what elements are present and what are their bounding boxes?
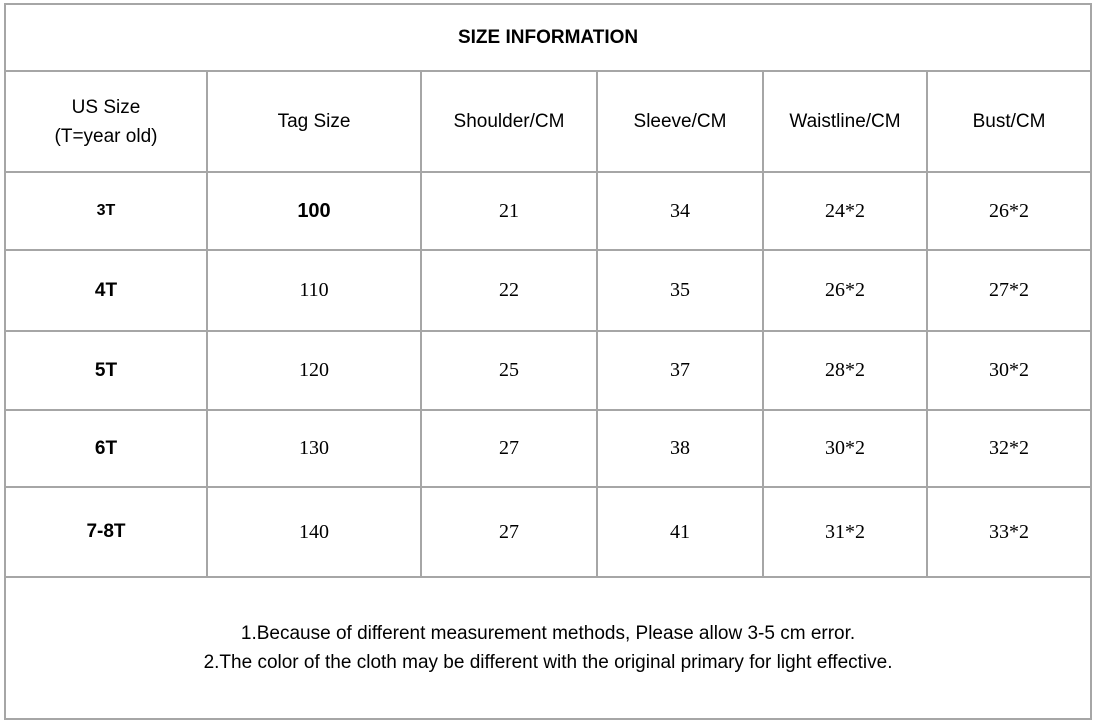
shoulder-cell: 25 — [420, 330, 598, 411]
bust-cell: 26*2 — [925, 171, 1093, 251]
sleeve-cell: 34 — [596, 171, 764, 251]
shoulder-cell: 22 — [420, 249, 598, 332]
table-row: 3T 100 21 34 24*2 26*2 — [4, 171, 1093, 251]
notes: 1.Because of different measurement metho… — [3, 576, 1093, 720]
sleeve-cell: 35 — [596, 249, 764, 332]
us-size-cell: 3T — [4, 171, 208, 251]
header-us-size: US Size (T=year old) — [4, 70, 208, 173]
us-size-cell: 5T — [4, 330, 208, 411]
header-bust: Bust/CM — [925, 70, 1093, 173]
waistline-cell: 26*2 — [762, 249, 928, 332]
tag-size-cell: 110 — [206, 249, 422, 332]
table-title: SIZE INFORMATION — [3, 3, 1093, 72]
header-waistline: Waistline/CM — [762, 70, 928, 173]
us-size-cell: 7-8T — [4, 486, 208, 578]
sleeve-cell: 38 — [596, 409, 764, 488]
shoulder-cell: 27 — [420, 486, 598, 578]
waistline-cell: 24*2 — [762, 171, 928, 251]
waistline-cell: 30*2 — [762, 409, 928, 488]
note-1: 1.Because of different measurement metho… — [240, 623, 856, 644]
header-sleeve: Sleeve/CM — [596, 70, 764, 173]
table-row: 4T 110 22 35 26*2 27*2 — [4, 249, 1093, 332]
tag-size-cell: 100 — [206, 171, 422, 251]
bust-cell: 32*2 — [925, 409, 1093, 488]
sleeve-cell: 41 — [596, 486, 764, 578]
us-size-cell: 4T — [4, 249, 208, 332]
size-table: SIZE INFORMATION US Size (T=year old) Tag… — [3, 3, 1093, 720]
tag-size-cell: 130 — [206, 409, 422, 488]
header-shoulder: Shoulder/CM — [420, 70, 598, 173]
bust-cell: 33*2 — [925, 486, 1093, 578]
table-row: 5T 120 25 37 28*2 30*2 — [4, 330, 1093, 411]
header-tag-size: Tag Size — [206, 70, 422, 173]
table-row: 7-8T 140 27 41 31*2 33*2 — [4, 486, 1093, 578]
shoulder-cell: 21 — [420, 171, 598, 251]
bust-cell: 30*2 — [925, 330, 1093, 411]
waistline-cell: 28*2 — [762, 330, 928, 411]
tag-size-cell: 120 — [206, 330, 422, 411]
note-2: 2.The color of the cloth may be differen… — [203, 652, 893, 673]
shoulder-cell: 27 — [420, 409, 598, 488]
waistline-cell: 31*2 — [762, 486, 928, 578]
header-row: US Size (T=year old) Tag Size Shoulder/CM… — [4, 70, 1093, 173]
us-size-cell: 6T — [4, 409, 208, 488]
sleeve-cell: 37 — [596, 330, 764, 411]
tag-size-cell: 140 — [206, 486, 422, 578]
bust-cell: 27*2 — [925, 249, 1093, 332]
table-row: 6T 130 27 38 30*2 32*2 — [4, 409, 1093, 488]
